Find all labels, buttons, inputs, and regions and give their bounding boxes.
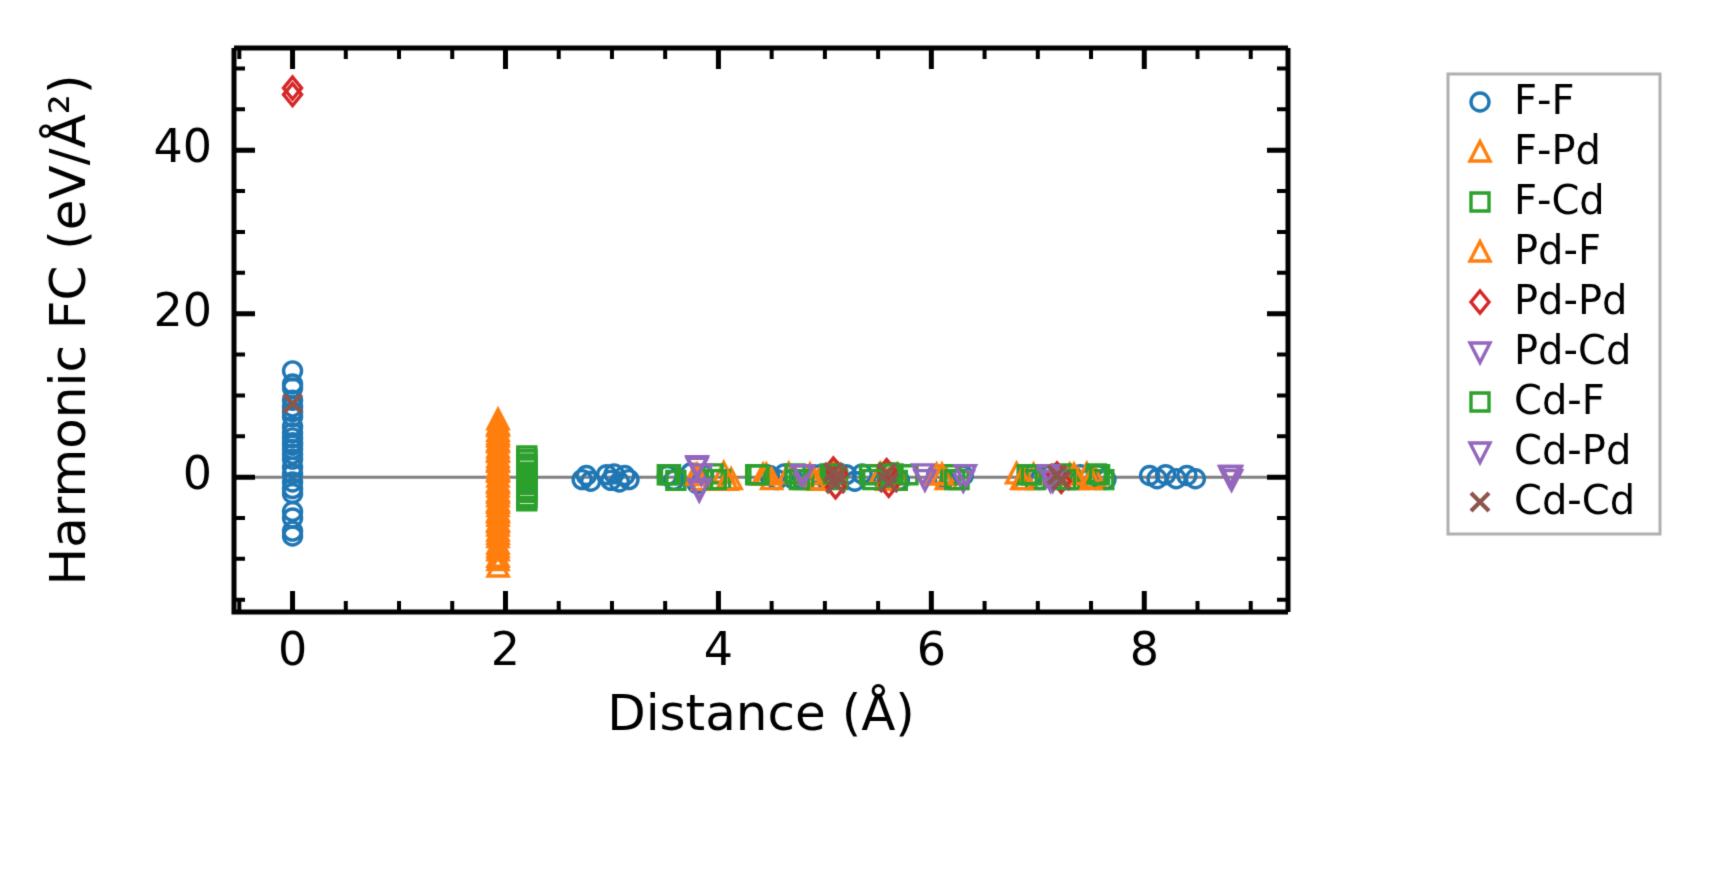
y-tick-label-1: 20 — [150, 270, 203, 319]
legend-item-6[interactable]: Cd-F — [1460, 378, 1656, 426]
plot-area[interactable] — [234, 48, 1288, 612]
legend-label: F-F — [1516, 80, 1567, 120]
legend-marker-square-icon — [1460, 184, 1494, 218]
legend-item-7[interactable]: Cd-Pd — [1460, 428, 1656, 476]
legend-marker-triangle-down-icon — [1460, 434, 1494, 468]
legend-marker-triangle-up-icon — [1460, 134, 1494, 168]
legend-label: Pd-Pd — [1516, 280, 1612, 320]
x-axis-label: Distance (Å) — [600, 678, 883, 732]
legend-label: Cd-F — [1516, 380, 1593, 420]
y-tick-label-0: 0 — [185, 432, 212, 481]
legend-item-5[interactable]: Pd-Cd — [1460, 328, 1656, 376]
legend-item-1[interactable]: F-Pd — [1460, 128, 1656, 176]
x-tick-label-4: 8 — [1190, 620, 1217, 669]
legend-label: Cd-Cd — [1516, 480, 1619, 520]
legend-marker-triangle-up-icon — [1460, 234, 1494, 268]
legend-item-4[interactable]: Pd-Pd — [1460, 278, 1656, 326]
x-tick-label-2: 4 — [730, 620, 757, 669]
legend-label: Pd-Cd — [1516, 330, 1616, 370]
legend-item-8[interactable]: Cd-Cd — [1460, 478, 1656, 526]
x-tick-label-0: 0 — [273, 620, 300, 669]
y-tick-label-2: 40 — [150, 108, 203, 157]
legend-marker-triangle-down-icon — [1460, 334, 1494, 368]
legend-marker-square-icon — [1460, 384, 1494, 418]
legend-label: F-Pd — [1516, 130, 1590, 170]
x-tick-label-1: 2 — [500, 620, 527, 669]
legend-label: F-Cd — [1516, 180, 1593, 220]
legend-marker-circle-icon — [1460, 84, 1494, 118]
legend-label: Cd-Pd — [1516, 430, 1616, 470]
legend-marker-diamond-icon — [1460, 284, 1494, 318]
legend-item-3[interactable]: Pd-F — [1460, 228, 1656, 276]
legend-item-0[interactable]: F-F — [1460, 78, 1656, 126]
legend-label: Pd-F — [1516, 230, 1590, 270]
x-tick-label-3: 6 — [960, 620, 987, 669]
y-axis-label: Harmonic FC (eV/Å²) — [54, 90, 108, 560]
legend-item-2[interactable]: F-Cd — [1460, 178, 1656, 226]
legend-marker-x-icon — [1460, 484, 1494, 518]
